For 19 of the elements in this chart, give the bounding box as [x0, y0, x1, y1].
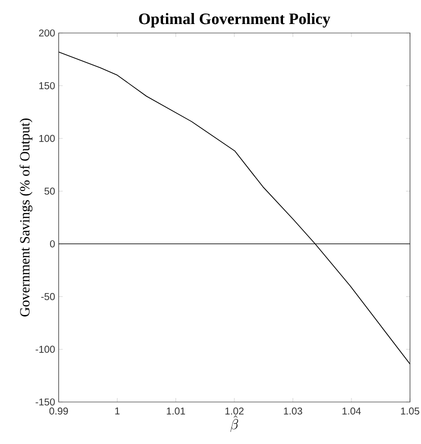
y-axis-title: Government Savings (% of Output) [20, 118, 32, 316]
x-tick-label: 1.04 [342, 408, 361, 415]
y-tick-label: -150 [36, 398, 55, 406]
x-axis-title: $\hat{\beta}$ [230, 415, 238, 432]
chart-title: Optimal Government Policy [139, 13, 330, 28]
x-tick-label: 0.99 [49, 408, 68, 415]
x-tick-label: 1.02 [225, 408, 244, 415]
x-tick-label: 1.01 [166, 408, 186, 415]
x-tick-label: 1.05 [401, 408, 420, 415]
x-tick-label: 1 [115, 408, 120, 414]
y-tick-label: 0 [50, 240, 55, 248]
y-tick-label: 100 [39, 134, 55, 142]
line-series [58, 52, 410, 364]
x-tick-label: 1.03 [284, 408, 302, 415]
y-tick-label: 150 [39, 82, 55, 90]
y-tick-label: 200 [39, 29, 55, 37]
y-tick-label: 50 [44, 188, 55, 195]
y-tick-label: -100 [36, 346, 55, 353]
y-tick-label: -50 [41, 293, 55, 300]
